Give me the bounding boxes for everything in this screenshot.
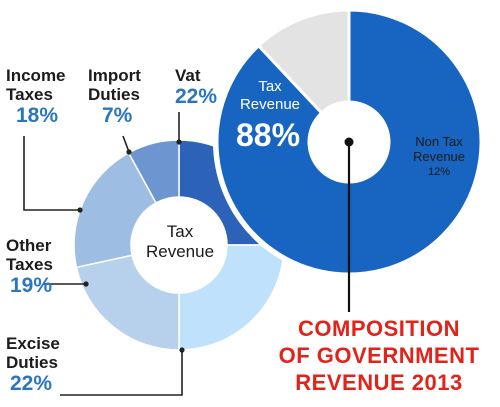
label-import-duties-pct: 7%	[102, 104, 133, 127]
label-vat-line1: Vat	[175, 66, 201, 85]
leader-import-duties	[122, 135, 130, 153]
label-other-taxes-pct: 19%	[10, 274, 53, 297]
leader-excise-duties	[60, 350, 183, 396]
label-excise-duties-line2: Duties	[6, 353, 58, 372]
label-import-duties: Import Duties 7%	[88, 66, 141, 128]
label-non-tax-revenue-line1: Non Tax	[415, 134, 463, 149]
label-excise-duties-pct: 22%	[10, 372, 53, 395]
label-other-taxes-line2: Taxes	[6, 255, 53, 274]
label-non-tax-revenue: Non Tax Revenue	[404, 134, 474, 164]
label-income-taxes-line2: Taxes	[6, 85, 53, 104]
title-line-2: OF GOVERNMENT	[278, 343, 480, 368]
label-vat: Vat 22%	[175, 66, 217, 109]
title-line-1: COMPOSITION	[298, 316, 460, 341]
label-other-taxes-line1: Other	[6, 236, 52, 255]
leader-dot-other-taxes	[83, 281, 89, 287]
label-excise-duties: Excise Duties 22%	[6, 334, 60, 396]
title-line-3: REVENUE 2013	[295, 370, 463, 395]
label-other-taxes: Other Taxes 19%	[6, 236, 53, 298]
label-vat-pct: 22%	[175, 85, 218, 108]
revenue-slice-non-tax-revenue	[256, 8, 351, 115]
title-connector	[344, 137, 354, 312]
label-tax-revenue: Tax Revenue	[226, 78, 314, 114]
label-non-tax-revenue-line2: Revenue	[412, 149, 466, 164]
label-income-taxes-pct: 18%	[16, 104, 59, 127]
leader-income-taxes	[23, 136, 80, 211]
tax-slice-income-taxes	[73, 151, 158, 269]
leader-dot-import-duties	[126, 149, 132, 155]
label-import-duties-line1: Import	[88, 66, 141, 85]
small-donut-center-label: Tax Revenue	[145, 222, 215, 261]
label-leader-lines	[23, 112, 185, 396]
label-excise-duties-line1: Excise	[6, 334, 60, 353]
label-non-tax-revenue-pct: 12%	[427, 166, 451, 178]
label-income-taxes-line1: Income	[6, 66, 66, 85]
revenue-slice-tax-revenue	[215, 8, 483, 276]
label-import-duties-line2: Duties	[88, 85, 140, 104]
leader-dot-excise-duties	[179, 347, 185, 353]
label-tax-revenue-pct: 88%	[235, 117, 301, 153]
revenue-donut	[213, 6, 485, 278]
tax-slice-other-taxes	[75, 254, 180, 351]
label-tax-revenue-line2: Revenue	[239, 96, 301, 113]
label-tax-revenue-line1: Tax	[258, 78, 282, 95]
leader-dot-income-taxes	[77, 207, 83, 213]
leader-dot-vat	[176, 139, 182, 145]
label-income-taxes: Income Taxes 18%	[6, 66, 66, 128]
title-connector-dot	[344, 137, 354, 147]
tax-slice-excise-duties	[178, 244, 285, 351]
